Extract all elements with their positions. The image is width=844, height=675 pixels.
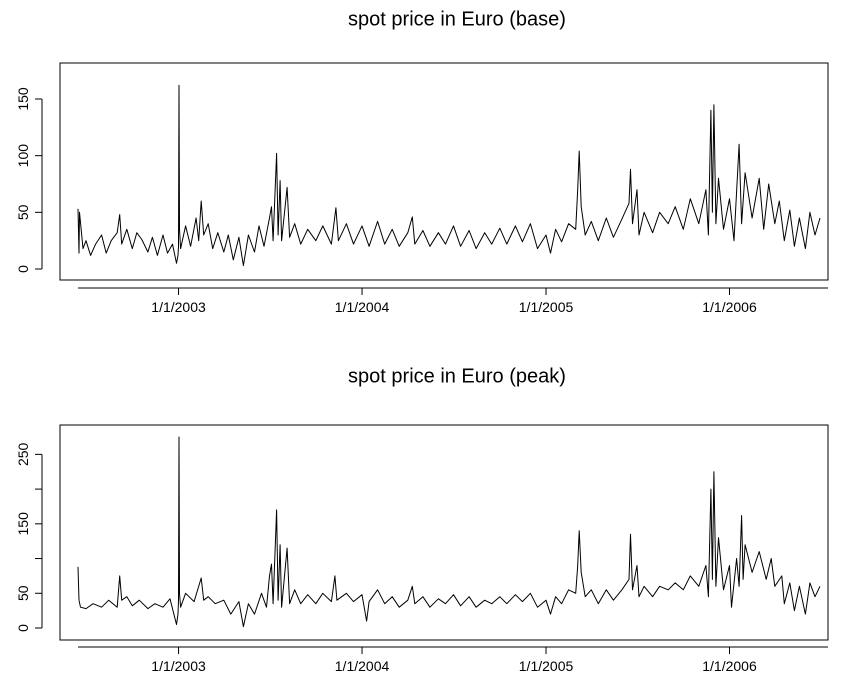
top-x-tick-label: 1/1/2006: [702, 299, 757, 315]
top-y-tick-label: 0: [15, 265, 31, 273]
top-chart-title: spot price in Euro (base): [348, 8, 566, 30]
top-y-tick-label: 50: [15, 204, 31, 220]
bottom-chart-title: spot price in Euro (peak): [348, 365, 566, 387]
top-x-tick-label: 1/1/2005: [519, 299, 574, 315]
top-y-tick-label: 150: [15, 87, 31, 111]
top-y-tick-label: 100: [15, 144, 31, 168]
top-x-tick-label: 1/1/2003: [151, 299, 206, 315]
top-plot-frame: [59, 62, 829, 281]
bottom-series-line: [77, 436, 821, 628]
top-x-tick-label: 1/1/2004: [335, 299, 390, 315]
bottom-plot-frame: [59, 424, 829, 641]
bottom-x-tick-label: 1/1/2005: [519, 658, 574, 674]
top-series-line: [77, 84, 821, 267]
bottom-y-tick-label: 150: [15, 512, 31, 536]
bottom-y-tick-label: 50: [15, 585, 31, 601]
bottom-x-tick-label: 1/1/2004: [335, 658, 390, 674]
top-chart-panel: 0 50 100 150 1/1/2003 1/1/2004 1/1/2005 1/1/200…: [15, 62, 829, 315]
bottom-y-tick-label: 0: [15, 624, 31, 632]
bottom-chart-panel: 0 50 150 250 1/1/2003 1/1/2004 1/1/2005 1/1/200…: [15, 424, 829, 674]
bottom-y-tick-label: 250: [15, 442, 31, 466]
bottom-x-tick-label: 1/1/2003: [151, 658, 206, 674]
bottom-x-tick-label: 1/1/2006: [702, 658, 757, 674]
